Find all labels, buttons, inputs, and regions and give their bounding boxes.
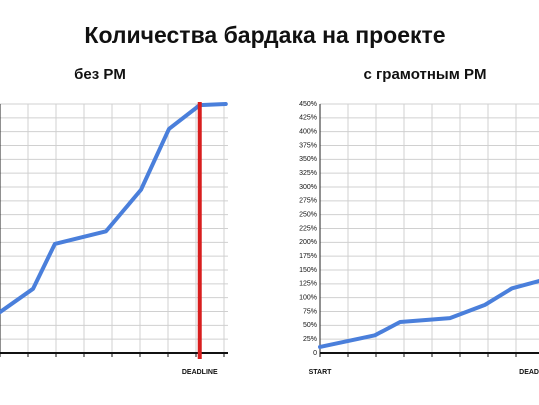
x-tick-label: START [309,369,333,376]
y-tick-label: 50% [303,322,317,329]
y-tick-label: 100% [299,295,317,302]
y-tick-label: 25% [303,336,317,343]
y-tick-label: 275% [299,198,317,205]
y-tick-label: 350% [299,156,317,163]
y-tick-label: 200% [299,239,317,246]
y-tick-label: 450% [299,101,317,108]
y-tick-label: 300% [299,184,317,191]
x-tick-label: DEADLINE [519,369,539,376]
y-tick-label: 225% [299,225,317,232]
y-tick-label: 175% [299,253,317,260]
y-tick-label: 150% [299,267,317,274]
charts: без PM DEADLINE с грамотным PM 0 25% 50% 75% 10… [0,66,539,376]
y-tick-label: 0 [313,350,317,357]
data-line [318,279,539,349]
y-tick-label: 125% [299,281,317,288]
x-tick-label: DEADLINE [182,369,218,376]
y-tick-label: 75% [303,308,317,315]
y-tick-label: 325% [299,170,317,177]
y-tick-label: 400% [299,129,317,136]
y-tick-label: 250% [299,212,317,219]
y-tick-label: 375% [299,142,317,149]
chart-title: с грамотным PM [364,66,487,83]
chart-title: без PM [74,66,126,83]
data-line [0,102,228,315]
y-tick-label: 425% [299,115,317,122]
page-title: Количества бардака на проекте [84,22,445,48]
